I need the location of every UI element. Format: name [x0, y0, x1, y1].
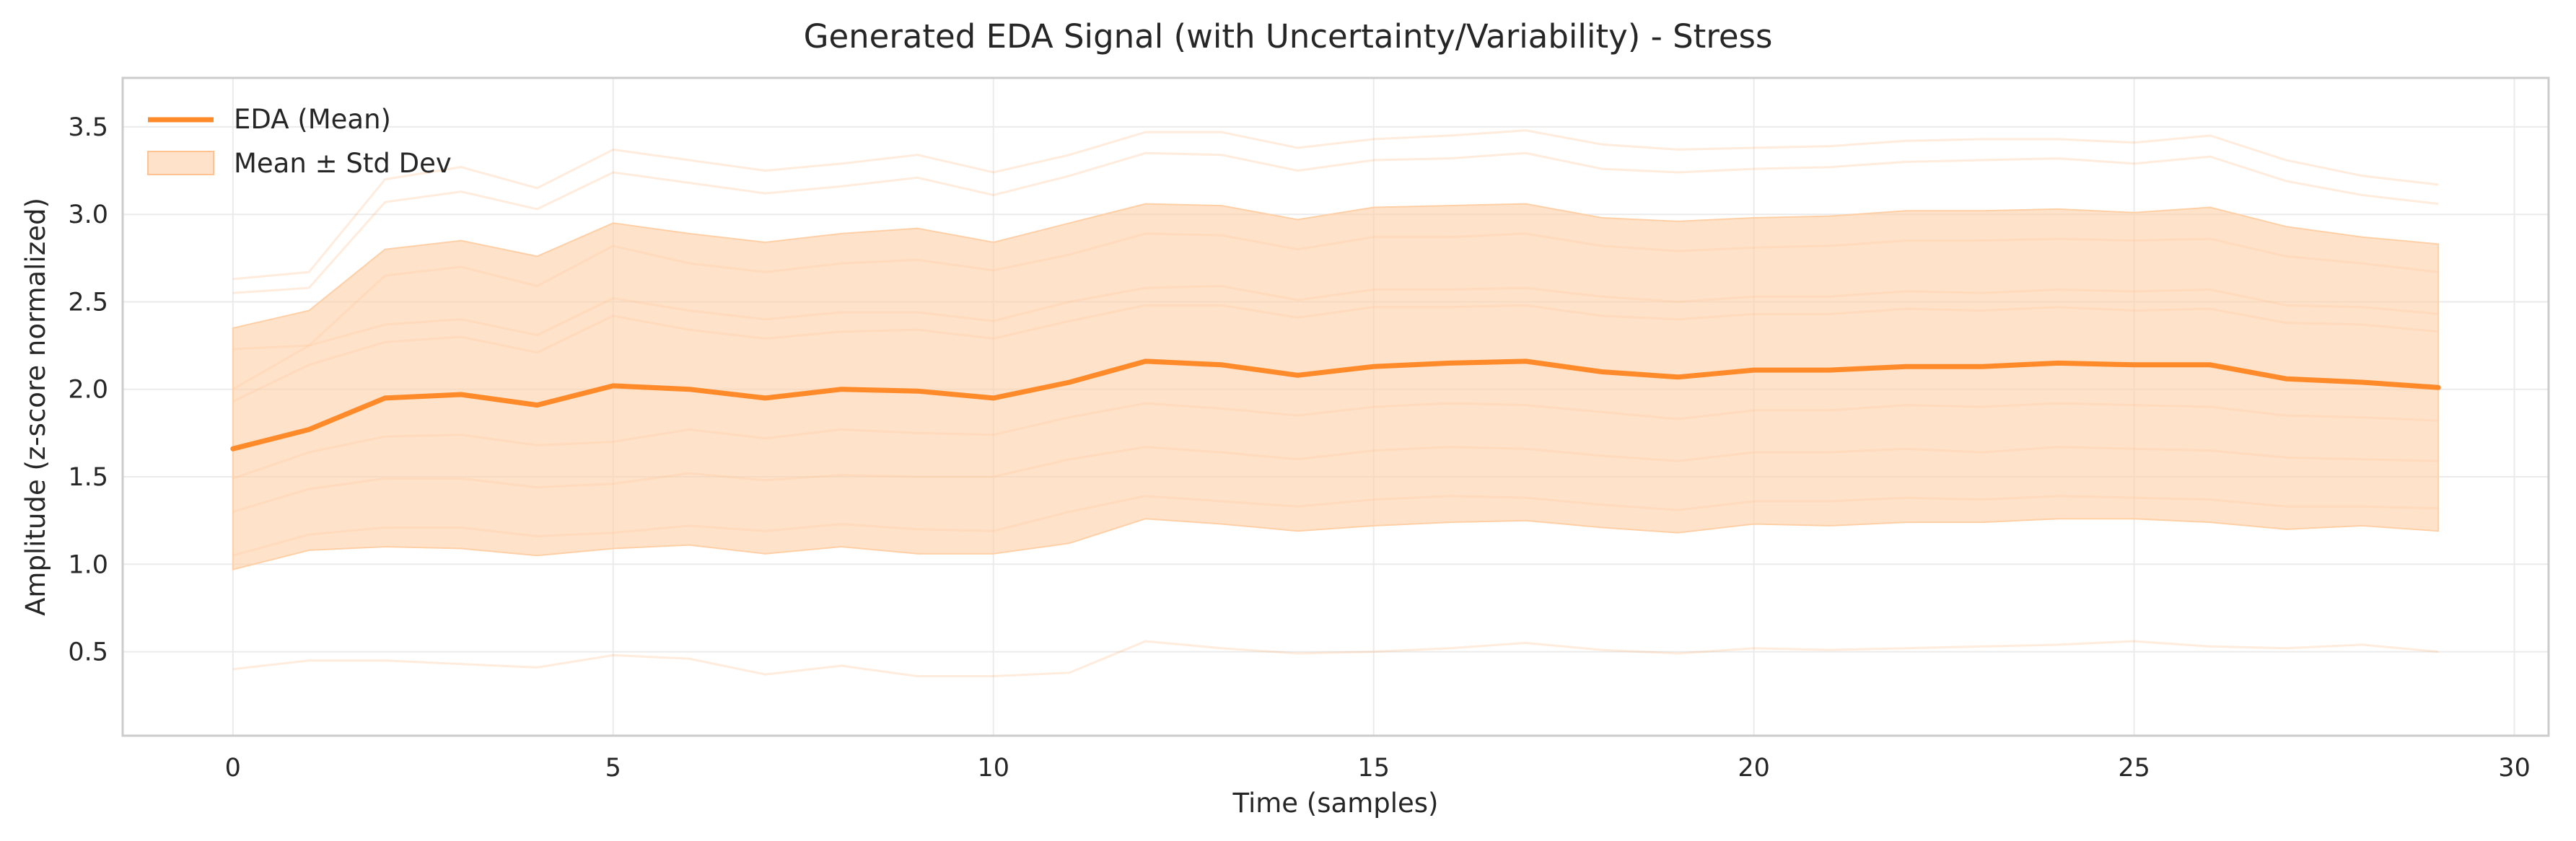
chart-title: Generated EDA Signal (with Uncertainty/V…: [804, 17, 1773, 56]
y-tick-label: 3.0: [68, 201, 108, 229]
x-tick-label: 10: [977, 754, 1009, 783]
x-tick-label: 20: [1738, 754, 1770, 783]
y-axis-label: Amplitude (z-score normalized): [20, 198, 51, 616]
sample-trace-line: [232, 151, 2439, 294]
y-tick-label: 2.5: [68, 288, 108, 317]
plot-frame: [121, 76, 2550, 737]
y-tick-label: 2.0: [68, 376, 108, 405]
y-tick-label: 1.0: [68, 550, 108, 579]
x-tick-label: 0: [225, 754, 241, 783]
mean-line: [230, 358, 2441, 452]
x-axis-ticks: 0 5 10 15 20 25 30: [225, 754, 2531, 783]
legend: EDA (Mean) Mean ± Std Dev: [147, 104, 452, 179]
y-axis-ticks: 0.5 1.0 1.5 2.0 2.5 3.0 3.5: [68, 113, 108, 667]
x-tick-label: 15: [1357, 754, 1390, 783]
y-tick-label: 3.5: [68, 113, 108, 142]
legend-band-label: Mean ± Std Dev: [234, 148, 452, 179]
legend-band-swatch: [147, 151, 214, 175]
x-axis-label: Time (samples): [1232, 788, 1439, 819]
y-tick-label: 1.5: [68, 463, 108, 492]
mean-line-group: [230, 358, 2441, 452]
std-band: [232, 203, 2440, 571]
x-tick-label: 5: [605, 754, 621, 783]
y-tick-label: 0.5: [68, 638, 108, 667]
sample-trace-line: [232, 640, 2439, 677]
legend-mean-label: EDA (Mean): [234, 104, 391, 135]
sample-trace-line: [232, 129, 2439, 281]
x-tick-label: 30: [2498, 754, 2531, 783]
x-tick-label: 25: [2118, 754, 2150, 783]
std-band-area: [232, 203, 2440, 571]
